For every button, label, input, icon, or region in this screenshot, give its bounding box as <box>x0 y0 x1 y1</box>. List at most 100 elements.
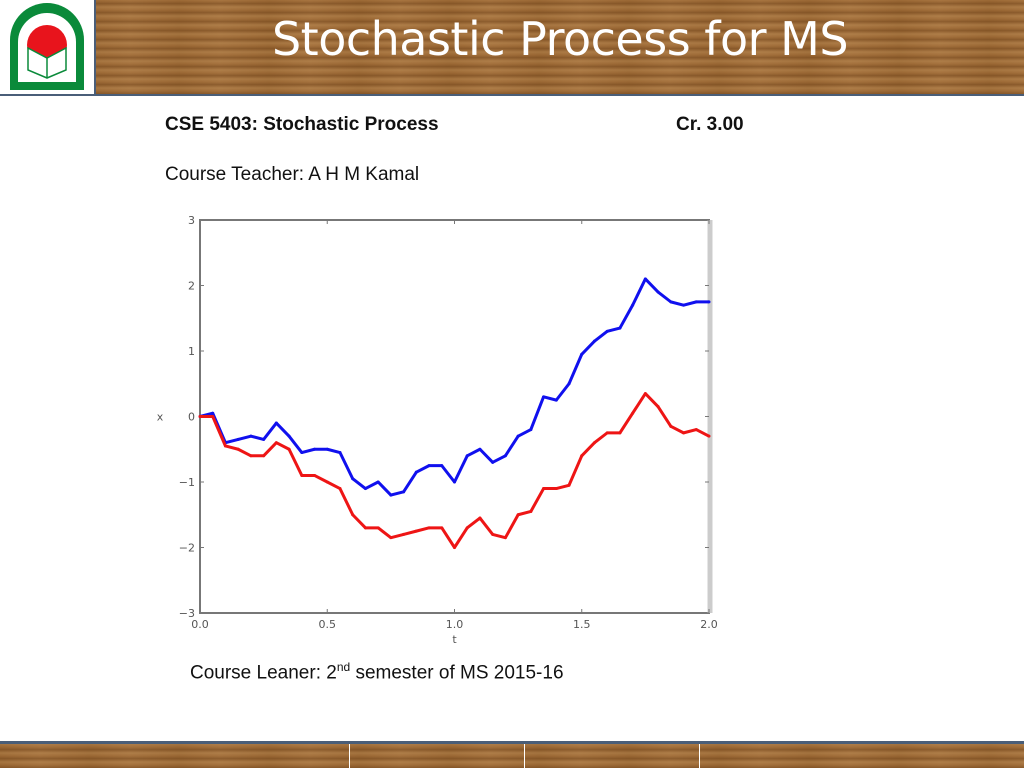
data-point <box>516 434 520 438</box>
data-point <box>262 437 266 441</box>
plot-frame <box>199 219 710 614</box>
data-point <box>440 464 444 468</box>
data-point <box>440 526 444 530</box>
data-point <box>503 536 507 540</box>
data-point <box>643 277 647 281</box>
data-point <box>325 480 329 484</box>
data-point <box>465 454 469 458</box>
data-point <box>453 480 456 484</box>
data-point <box>249 434 253 438</box>
data-point <box>516 513 520 517</box>
data-point <box>236 437 240 441</box>
data-point <box>402 490 406 494</box>
x-tick-label: 1.0 <box>446 618 464 631</box>
data-point <box>363 487 367 491</box>
data-point <box>580 352 584 356</box>
x-tick-label: 0.5 <box>319 618 337 631</box>
learner-prefix: Course Leaner: 2 <box>190 662 337 684</box>
data-point <box>478 447 482 451</box>
data-point <box>529 509 533 513</box>
data-point <box>656 290 660 294</box>
data-point <box>363 526 367 530</box>
data-point <box>491 460 495 464</box>
data-point <box>287 434 291 438</box>
data-point <box>287 447 291 451</box>
y-tick-label: 1 <box>188 345 195 358</box>
data-point <box>529 428 533 432</box>
course-teacher: Course Teacher: A H M Kamal <box>165 164 420 185</box>
data-point <box>198 415 202 418</box>
data-point <box>351 477 355 481</box>
data-point <box>249 454 253 458</box>
y-tick-label: 2 <box>188 280 195 293</box>
data-point <box>682 431 686 435</box>
data-point <box>682 303 686 307</box>
data-point <box>223 444 227 448</box>
data-point <box>313 447 317 451</box>
y-tick-label: 3 <box>188 214 195 227</box>
data-point <box>605 431 609 435</box>
data-point <box>414 529 418 533</box>
data-point <box>567 483 571 487</box>
data-point <box>542 395 546 399</box>
data-point <box>592 339 596 343</box>
y-axis-label: x <box>157 411 164 424</box>
learner-suffix: semester of MS 2015-16 <box>350 662 564 684</box>
data-point <box>274 441 278 445</box>
data-point <box>313 473 317 477</box>
data-point <box>338 451 342 455</box>
data-point <box>618 431 622 435</box>
data-point <box>491 532 495 536</box>
data-point <box>376 480 380 484</box>
footer-divider <box>524 744 525 768</box>
data-point <box>262 454 266 458</box>
data-point <box>656 405 660 409</box>
slide-title: Stochastic Process for MS <box>271 12 849 66</box>
data-point <box>503 454 507 458</box>
data-point <box>351 513 355 517</box>
course-credit: Cr. 3.00 <box>676 114 744 135</box>
data-point <box>592 441 596 445</box>
brownian-motion-chart: 0.0 0.5 1.0 1.5 2.0 −3 −2 −1 0 1 2 3 t x <box>157 214 718 646</box>
data-point <box>631 411 635 415</box>
learner-sup: nd <box>336 660 351 674</box>
data-point <box>631 303 635 307</box>
data-point <box>554 487 558 491</box>
course-code-title: CSE 5403: Stochastic Process <box>165 114 439 135</box>
data-point <box>707 300 711 304</box>
data-point <box>300 451 304 455</box>
data-point <box>707 434 711 438</box>
data-point <box>478 516 482 520</box>
y-tick-label: 0 <box>188 411 195 424</box>
y-tick-label: −1 <box>179 476 195 489</box>
data-point <box>211 411 215 415</box>
data-point <box>389 493 393 497</box>
data-point <box>567 382 571 386</box>
slide-header: Stochastic Process for MS <box>0 0 1024 96</box>
x-tick-label: 0.0 <box>191 618 209 631</box>
data-point <box>453 546 456 549</box>
data-point <box>236 447 240 451</box>
footer-divider <box>699 744 700 768</box>
data-point <box>325 447 329 451</box>
y-tick-label: −3 <box>179 607 195 620</box>
data-point <box>465 526 469 530</box>
data-point <box>554 398 558 402</box>
data-point <box>338 487 342 491</box>
x-axis-label: t <box>452 633 457 646</box>
data-point <box>274 421 278 425</box>
data-point <box>694 300 698 304</box>
data-point <box>427 526 431 530</box>
data-point <box>414 470 418 474</box>
data-point <box>643 392 647 396</box>
course-learner: Course Leaner: 2nd semester of MS 2015-1… <box>190 660 564 684</box>
footer-divider <box>349 744 350 768</box>
x-tick-label: 1.5 <box>573 618 591 631</box>
data-point <box>669 424 673 428</box>
data-point <box>694 428 698 432</box>
y-tick-label: −2 <box>179 542 195 555</box>
data-point <box>605 329 609 333</box>
university-logo <box>0 0 96 94</box>
data-point <box>300 473 304 477</box>
x-tick-label: 2.0 <box>700 618 718 631</box>
